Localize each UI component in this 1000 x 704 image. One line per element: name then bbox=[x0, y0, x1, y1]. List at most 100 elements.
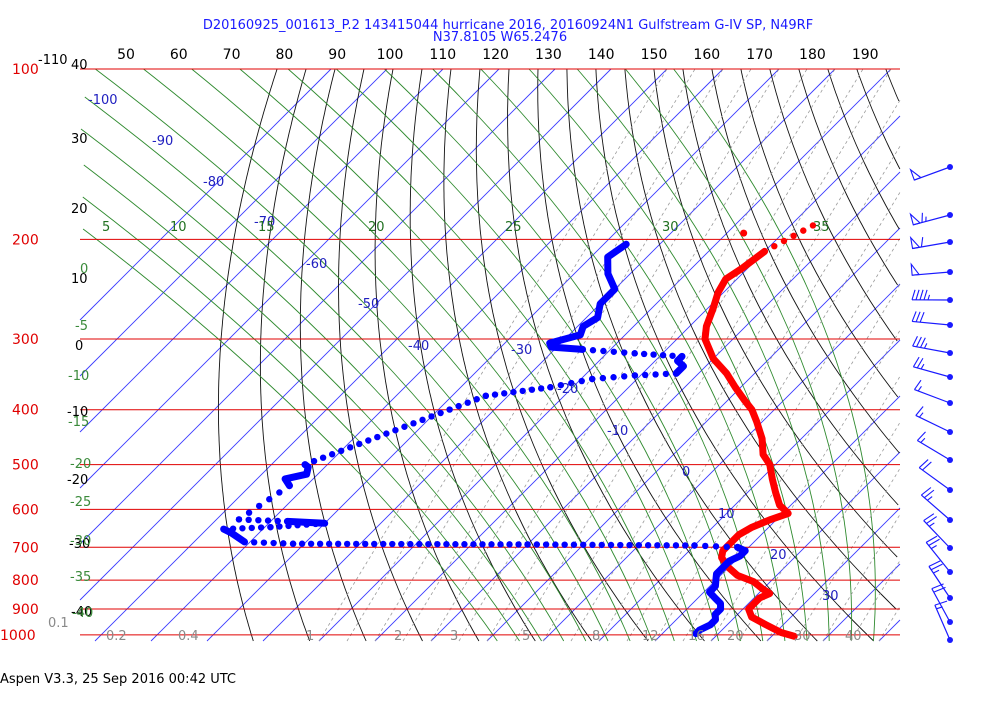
dewpoint-point bbox=[579, 346, 585, 352]
dewpoint-point bbox=[632, 372, 638, 378]
wind-barb-feather bbox=[913, 336, 918, 346]
pressure-label: 800 bbox=[12, 573, 39, 589]
dewpoint-point bbox=[276, 523, 282, 529]
moist-adiabat-line bbox=[240, 69, 674, 641]
wind-barb-shaft bbox=[917, 440, 950, 460]
wind-barb-feather bbox=[920, 312, 924, 322]
dewpoint-point bbox=[303, 521, 309, 527]
dewpoint-point bbox=[561, 541, 567, 547]
dewpoint-trace bbox=[224, 244, 746, 634]
theta-labels: 0-5-10-15-20-25-30-35-40 bbox=[68, 262, 93, 621]
mixing-ratio-bottom-label: 0.2 bbox=[106, 629, 127, 644]
dewpoint-point bbox=[713, 543, 719, 549]
dewpoint-point bbox=[356, 441, 362, 447]
top-axis-tick: 170 bbox=[746, 47, 773, 63]
dewpoint-point bbox=[579, 378, 585, 384]
dewpoint-point bbox=[652, 371, 658, 377]
top-axis-tick: 140 bbox=[588, 47, 615, 63]
wind-barb-shaft bbox=[913, 367, 950, 377]
theta-label: -10 bbox=[68, 369, 89, 384]
dewpoint-point bbox=[626, 542, 632, 548]
isotherm-line bbox=[431, 172, 900, 641]
dewpoint-point bbox=[374, 434, 380, 440]
wind-barb-feather bbox=[934, 587, 946, 592]
dewpoint-point bbox=[302, 461, 308, 467]
left-temperature-label: 30 bbox=[71, 132, 88, 147]
isotherm-line bbox=[599, 340, 900, 641]
dewpoint-point bbox=[610, 374, 616, 380]
wind-barb-half-feather bbox=[918, 386, 921, 391]
wind-barb-half-feather bbox=[931, 545, 936, 548]
dewpoint-point bbox=[276, 489, 282, 495]
chart-subtitle: N37.8105 W65.2476 bbox=[433, 30, 567, 45]
mixing-ratio-label: 35 bbox=[813, 220, 830, 235]
dewpoint-point bbox=[335, 541, 341, 547]
dewpoint-point bbox=[641, 351, 647, 357]
dewpoint-point bbox=[236, 516, 242, 522]
isotherm-label: -90 bbox=[152, 134, 173, 149]
isotherm-label: -20 bbox=[557, 382, 578, 397]
dewpoint-point bbox=[407, 541, 413, 547]
wind-barb-half-feather bbox=[921, 364, 924, 369]
dewpoint-point bbox=[311, 458, 317, 464]
mixing-ratio-bottom-label: 3 bbox=[450, 629, 458, 644]
dewpoint-point bbox=[663, 542, 669, 548]
dewpoint-point bbox=[285, 523, 291, 529]
wind-barb-feather bbox=[924, 290, 927, 300]
dewpoint-point bbox=[589, 542, 595, 548]
dewpoint-point bbox=[645, 542, 651, 548]
wind-barb bbox=[932, 584, 953, 625]
isotherm-label: 30 bbox=[822, 589, 839, 604]
wind-barb-station bbox=[947, 322, 953, 328]
dewpoint-point bbox=[691, 542, 697, 548]
temperature-point bbox=[771, 243, 777, 249]
isotherm-label: -40 bbox=[408, 339, 429, 354]
dry-adiabat-line bbox=[300, 69, 366, 641]
wind-barb-feather bbox=[916, 290, 919, 300]
wind-barb-feather bbox=[920, 290, 923, 300]
dewpoint-point bbox=[437, 410, 443, 416]
wind-barb bbox=[911, 164, 953, 180]
isotherm-label: -10 bbox=[607, 424, 628, 439]
moist-adiabat-line bbox=[84, 165, 542, 641]
dewpoint-point bbox=[515, 541, 521, 547]
dewpoint-point bbox=[654, 542, 660, 548]
temperature-point bbox=[790, 233, 796, 239]
wind-barb-station bbox=[947, 545, 953, 551]
pressure-label: 200 bbox=[12, 232, 39, 248]
wind-barb-feather bbox=[917, 337, 922, 347]
dewpoint-point bbox=[663, 371, 669, 377]
dry-adiabat-line bbox=[886, 69, 899, 101]
dewpoint-point bbox=[474, 396, 480, 402]
temperature-point bbox=[761, 248, 767, 254]
dewpoint-point bbox=[682, 542, 688, 548]
wind-barb-station bbox=[947, 297, 953, 303]
pressure-label: 1000 bbox=[0, 628, 36, 644]
dry-adiabat-line bbox=[828, 69, 899, 229]
wind-barb-shaft bbox=[912, 321, 950, 325]
dewpoint-point bbox=[410, 420, 416, 426]
wind-barb-shaft bbox=[929, 566, 950, 598]
dewpoint-point bbox=[251, 539, 257, 545]
dewpoint-point bbox=[538, 385, 544, 391]
mixing-ratio-line bbox=[515, 69, 863, 641]
mixing-ratio-bottom-label: 40 bbox=[845, 629, 862, 644]
dewpoint-point bbox=[245, 517, 251, 523]
dewpoint-point bbox=[501, 390, 507, 396]
dry-adiabat-line bbox=[260, 69, 309, 641]
moist-adiabat-line bbox=[385, 69, 741, 641]
dewpoint-point bbox=[353, 541, 359, 547]
dewpoint-point bbox=[552, 541, 558, 547]
dry-adiabat-line bbox=[857, 69, 900, 169]
top-axis-tick: 60 bbox=[170, 47, 188, 63]
wind-barb-station bbox=[947, 487, 953, 493]
dewpoint-point bbox=[230, 525, 236, 531]
isotherm-line bbox=[767, 508, 900, 641]
dewpoint-point bbox=[702, 543, 708, 549]
dewpoint-point bbox=[275, 518, 281, 524]
dewpoint-point bbox=[452, 541, 458, 547]
wind-barb bbox=[911, 237, 953, 248]
top-axis-tick: 130 bbox=[535, 47, 562, 63]
